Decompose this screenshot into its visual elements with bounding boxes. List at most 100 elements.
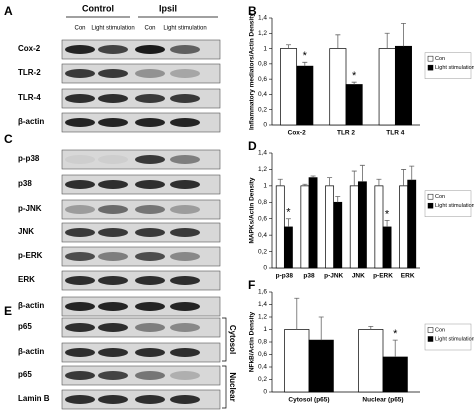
bar — [308, 339, 334, 393]
error-bar — [351, 81, 357, 85]
blot-band — [135, 228, 165, 237]
blot-band — [170, 302, 200, 311]
blot-band — [65, 180, 95, 189]
legend-swatch — [427, 64, 434, 71]
blot-band — [98, 371, 128, 380]
blot-band — [65, 395, 95, 404]
fraction-label: Nuclear — [228, 372, 237, 401]
error-bar — [302, 61, 308, 67]
y-tick-label: 0,2 — [258, 248, 267, 255]
y-tick-label: 1,4 — [258, 150, 267, 157]
blot-band — [170, 69, 200, 78]
blot-band — [135, 276, 165, 285]
error-bar — [351, 170, 357, 186]
blot-band — [98, 205, 128, 214]
error-bar — [384, 32, 390, 49]
bar — [378, 48, 396, 126]
blot-row-label: p-JNK — [18, 204, 42, 213]
lane-label: Light stimulation — [91, 26, 134, 32]
bar — [308, 177, 318, 269]
lane-label: Light stimulation — [163, 26, 206, 32]
error-bar — [286, 44, 292, 49]
blot-band — [135, 302, 165, 311]
bar — [284, 329, 310, 393]
blot-strip — [61, 317, 221, 338]
y-axis-label: MAPKs/Actin Density — [249, 177, 256, 243]
significance-mark: * — [286, 207, 291, 219]
fraction-bracket — [222, 365, 227, 409]
error-bar — [277, 178, 283, 186]
group-label: Ipsil — [159, 3, 177, 13]
significance-mark: * — [303, 50, 308, 62]
blot-band — [65, 302, 95, 311]
blot-band — [98, 155, 128, 164]
error-bar — [376, 178, 382, 186]
x-tick-label: Cytosol (p65) — [288, 397, 329, 404]
blot-band — [170, 323, 200, 332]
blot-band — [65, 228, 95, 237]
blot-band — [170, 348, 200, 357]
legend-label: Con — [435, 327, 445, 333]
blot-row-label: ERK — [18, 275, 35, 284]
blot-band — [135, 69, 165, 78]
blot-band — [65, 276, 95, 285]
bar — [374, 185, 384, 269]
blot-band — [98, 323, 128, 332]
blot-band — [65, 94, 95, 103]
panel-letter: D — [248, 139, 257, 153]
x-tick-label: p-ERK — [373, 273, 393, 280]
blot-band — [135, 371, 165, 380]
error-bar — [368, 325, 374, 330]
blot-band — [170, 228, 200, 237]
blot-row-label: β-actin — [18, 347, 44, 356]
y-tick-label: 1,2 — [258, 166, 267, 173]
blot-band — [98, 94, 128, 103]
blot-band — [98, 45, 128, 54]
blot-row-label: β-actin — [18, 117, 44, 126]
panel-letter: B — [248, 4, 257, 18]
x-tick-label: JNK — [352, 273, 365, 280]
blot-row-label: β-actin — [18, 301, 44, 310]
blot-band — [135, 252, 165, 261]
blot-band — [135, 395, 165, 404]
blot-band — [65, 69, 95, 78]
bar — [329, 48, 347, 126]
y-tick-label: 0,8 — [258, 61, 267, 68]
blot-band — [135, 348, 165, 357]
blot-band — [170, 371, 200, 380]
bar — [325, 185, 335, 269]
blot-band — [170, 155, 200, 164]
blot-band — [65, 348, 95, 357]
x-tick-label: TLR 2 — [337, 130, 355, 137]
blot-band — [170, 276, 200, 285]
blot-band — [98, 276, 128, 285]
bar — [358, 329, 384, 393]
blot-band — [170, 252, 200, 261]
y-tick-label: 0,4 — [258, 364, 267, 371]
panel-letter: F — [248, 278, 255, 292]
bar — [407, 179, 417, 269]
y-tick-label: 0,2 — [258, 376, 267, 383]
y-tick-label: 0 — [263, 265, 267, 272]
bar — [394, 45, 412, 126]
y-tick-label: 0,4 — [258, 91, 267, 98]
error-bar — [310, 175, 316, 178]
blot-band — [135, 118, 165, 127]
x-tick-label: Cox-2 — [288, 130, 306, 137]
y-tick-label: 0,6 — [258, 215, 267, 222]
error-bar — [327, 177, 333, 186]
y-tick-label: 1,6 — [258, 289, 267, 296]
panel-letter: E — [4, 304, 12, 318]
error-bar — [401, 169, 407, 186]
y-tick-label: 1,2 — [258, 314, 267, 321]
blot-band — [135, 205, 165, 214]
significance-mark: * — [352, 70, 357, 82]
blot-band — [98, 252, 128, 261]
x-tick-label: Nuclear (p65) — [362, 397, 403, 404]
blot-band — [65, 118, 95, 127]
legend-label: Con — [435, 194, 445, 200]
y-tick-label: 0,2 — [258, 106, 267, 113]
blot-row-label: p65 — [18, 322, 32, 331]
error-bar — [294, 297, 300, 330]
